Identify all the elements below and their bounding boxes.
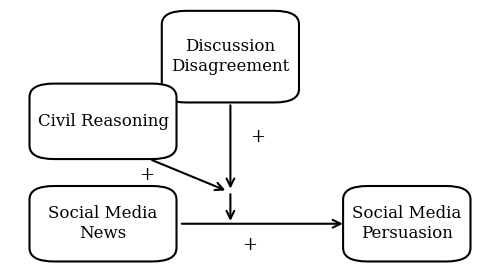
FancyBboxPatch shape <box>343 186 470 262</box>
FancyBboxPatch shape <box>162 11 299 103</box>
Text: +: + <box>242 236 258 254</box>
Text: Civil Reasoning: Civil Reasoning <box>38 113 168 130</box>
Text: Social Media
News: Social Media News <box>48 205 158 242</box>
FancyBboxPatch shape <box>30 186 176 262</box>
Text: +: + <box>250 128 265 147</box>
Text: Social Media
Persuasion: Social Media Persuasion <box>352 205 462 242</box>
FancyBboxPatch shape <box>30 84 176 159</box>
Text: Discussion
Disagreement: Discussion Disagreement <box>172 38 290 75</box>
Text: +: + <box>140 166 154 184</box>
